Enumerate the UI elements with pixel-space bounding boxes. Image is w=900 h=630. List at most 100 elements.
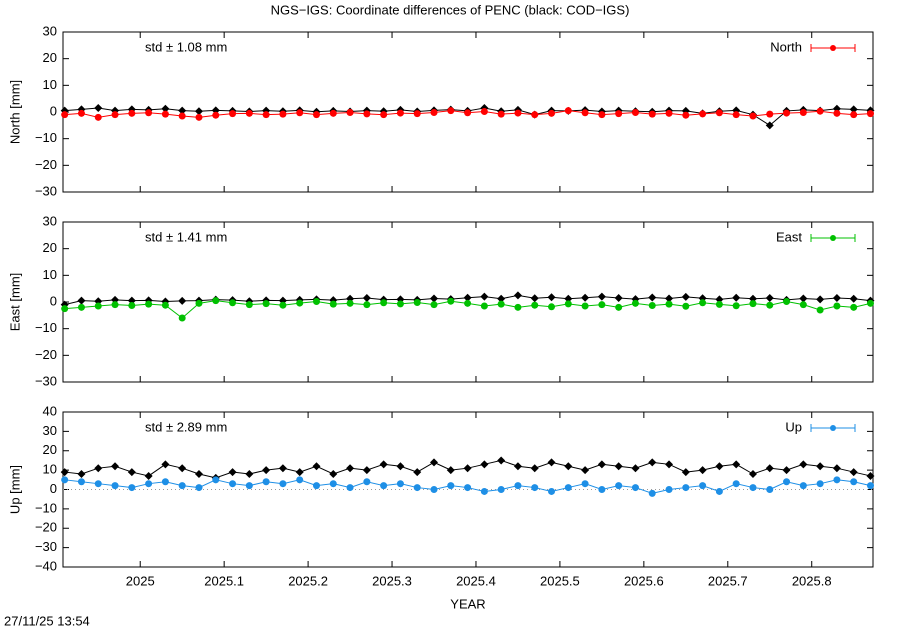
point (732, 460, 741, 469)
point (212, 111, 220, 119)
x-tick-label: 2025.1 (204, 573, 244, 588)
point (447, 107, 455, 115)
series (61, 107, 874, 121)
x-tick-label: 2025.4 (456, 573, 496, 588)
point (681, 468, 690, 477)
point (866, 471, 875, 480)
point (396, 300, 404, 308)
point (564, 300, 572, 308)
point (363, 110, 371, 118)
point (430, 294, 439, 303)
point (665, 109, 673, 117)
point (480, 292, 489, 301)
point (363, 301, 371, 309)
point (530, 464, 539, 473)
point (833, 476, 841, 484)
point (581, 293, 590, 302)
point (581, 466, 590, 475)
point (295, 468, 304, 477)
point (531, 301, 539, 309)
y-tick-label: −30 (35, 183, 57, 198)
y-tick-label: 30 (43, 423, 57, 438)
point (396, 109, 404, 117)
point (765, 121, 774, 130)
point (816, 462, 825, 471)
point (648, 458, 657, 467)
series (60, 456, 875, 482)
x-tick-label: 2025.6 (624, 573, 664, 588)
point (682, 111, 690, 119)
point (329, 480, 337, 488)
point (497, 110, 505, 118)
point (816, 295, 825, 304)
point (799, 301, 807, 309)
point (682, 484, 690, 492)
annotation: std ± 1.41 mm (145, 229, 227, 244)
point (94, 302, 102, 310)
point (329, 470, 338, 478)
point (77, 109, 85, 117)
point (766, 486, 774, 493)
point (682, 302, 690, 310)
y-tick-label: 0 (50, 481, 57, 496)
legend-marker (830, 235, 836, 241)
point (816, 306, 824, 314)
point (766, 301, 774, 309)
point (296, 299, 304, 307)
point (212, 476, 220, 484)
point (783, 297, 791, 305)
point (380, 299, 388, 307)
point (380, 482, 388, 490)
point (866, 299, 874, 307)
point (631, 464, 640, 473)
point (648, 301, 656, 309)
point (161, 460, 170, 469)
y-tick-label: 20 (43, 50, 57, 65)
point (497, 456, 506, 465)
y-tick-label: −20 (35, 157, 57, 172)
point (346, 464, 355, 473)
point (94, 113, 102, 121)
point (480, 487, 488, 495)
y-tick-label: −30 (35, 373, 57, 388)
point (446, 466, 455, 475)
series (61, 476, 874, 497)
point (178, 296, 187, 305)
point (245, 482, 253, 490)
point (564, 107, 572, 115)
point (94, 104, 103, 112)
point (195, 299, 203, 307)
legend-label: North (770, 39, 802, 54)
point (77, 296, 86, 305)
point (782, 466, 791, 475)
point (665, 486, 673, 493)
y-tick-label: −10 (35, 130, 57, 145)
point (749, 112, 757, 120)
y-tick-label: −40 (35, 558, 57, 573)
point (699, 299, 707, 307)
point (866, 110, 874, 118)
point (464, 109, 472, 117)
point (598, 111, 606, 119)
point (413, 468, 422, 477)
point (480, 460, 489, 469)
x-tick-label: 2025.8 (792, 573, 832, 588)
point (312, 482, 320, 490)
point (413, 484, 421, 492)
point (715, 462, 724, 471)
point (816, 107, 824, 115)
point (178, 464, 187, 473)
point (278, 464, 287, 473)
point (513, 291, 522, 300)
x-tick-label: 2025.3 (372, 573, 412, 588)
chart-title: NGS−IGS: Coordinate differences of PENC … (271, 2, 630, 17)
y-tick-label: 20 (43, 442, 57, 457)
annotation: std ± 2.89 mm (145, 419, 227, 434)
point (547, 458, 556, 467)
point (145, 109, 153, 117)
point (732, 302, 740, 310)
series (61, 297, 874, 322)
y-tick-label: −10 (35, 500, 57, 515)
point (229, 480, 237, 488)
point (530, 294, 539, 303)
